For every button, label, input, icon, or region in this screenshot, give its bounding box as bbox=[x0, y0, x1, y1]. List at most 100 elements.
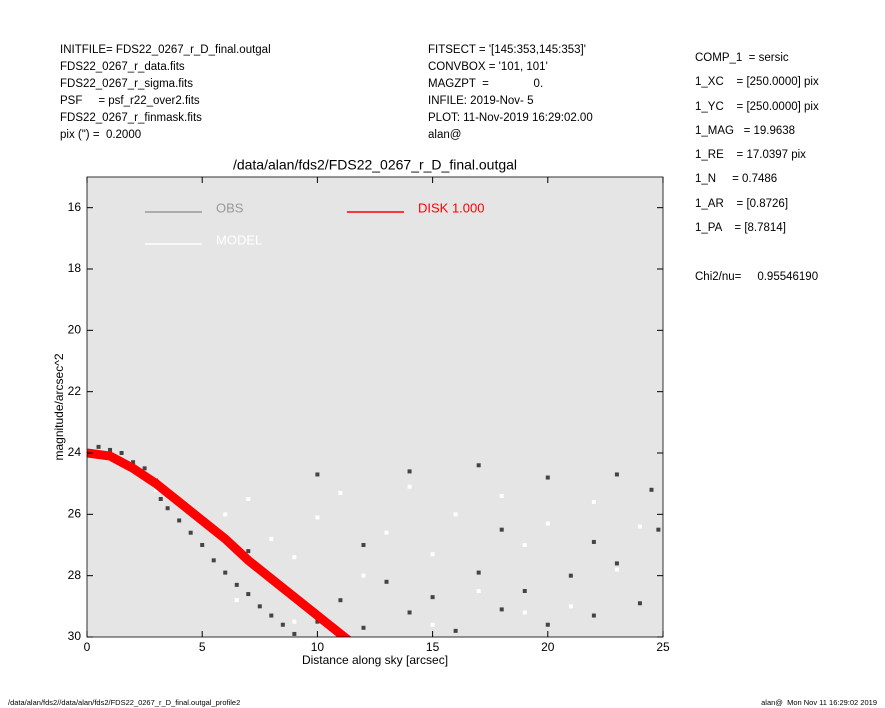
data-point bbox=[292, 619, 297, 624]
data-point bbox=[234, 582, 239, 587]
data-point bbox=[614, 567, 619, 572]
legend-label: MODEL bbox=[216, 232, 262, 247]
header-line: 1_RE = 17.0397 pix bbox=[695, 149, 806, 162]
data-point bbox=[430, 595, 435, 600]
model-line bbox=[87, 448, 352, 637]
header-line: PSF = psf_r22_over2.fits bbox=[60, 95, 200, 107]
legend-label: DISK 1.000 bbox=[418, 200, 485, 215]
footer-left: /data/alan/fds2//data/alan/fds2/FDS22_02… bbox=[8, 698, 241, 707]
data-point bbox=[158, 497, 163, 501]
data-point bbox=[200, 543, 205, 547]
data-point bbox=[476, 589, 481, 593]
data-point bbox=[292, 555, 297, 560]
data-point bbox=[361, 543, 366, 547]
data-point bbox=[142, 466, 147, 471]
data-point bbox=[154, 487, 159, 492]
data-point bbox=[499, 527, 504, 532]
data-point bbox=[453, 628, 458, 633]
data-point bbox=[568, 573, 573, 578]
header-middle: FITSECT = '[145:353,145:353]' CONVBOX = '… bbox=[428, 42, 593, 144]
data-point bbox=[407, 469, 412, 474]
header-line: FDS22_0267_r_data.fits bbox=[60, 61, 185, 73]
y-tick-label: 20 bbox=[68, 323, 82, 337]
data-point bbox=[257, 604, 262, 609]
y-tick-label: 24 bbox=[68, 445, 82, 459]
data-point bbox=[614, 561, 619, 566]
footer-right: alan@ Mon Nov 11 16:29:02 2019 bbox=[761, 698, 877, 707]
data-point bbox=[453, 512, 458, 517]
header-line: 1_YC = [250.0000] pix bbox=[695, 100, 819, 113]
data-point bbox=[522, 543, 527, 547]
data-point bbox=[407, 610, 412, 615]
data-point bbox=[269, 613, 274, 618]
y-tick-label: 26 bbox=[68, 507, 82, 521]
data-point bbox=[315, 515, 320, 520]
data-point bbox=[637, 524, 642, 529]
data-point bbox=[246, 497, 251, 501]
data-point bbox=[211, 558, 216, 563]
data-point bbox=[361, 573, 366, 578]
data-point bbox=[177, 518, 182, 523]
header-line: INITFILE= FDS22_0267_r_D_final.outgal bbox=[60, 44, 271, 56]
data-point bbox=[476, 463, 481, 468]
data-point bbox=[338, 490, 343, 495]
chart-title: /data/alan/fds2/FDS22_0267_r_D_final.out… bbox=[233, 157, 517, 173]
x-tick-label: 0 bbox=[84, 640, 91, 654]
plot-content bbox=[87, 444, 661, 637]
data-point bbox=[476, 570, 481, 575]
data-point bbox=[246, 549, 251, 554]
header-line: 1_AR = [0.8726] bbox=[695, 197, 789, 210]
header-line: COMP_1 = sersic bbox=[695, 52, 789, 64]
header-line: PLOT: 11-Nov-2019 16:29:02.00 bbox=[428, 112, 593, 124]
data-point bbox=[338, 598, 343, 603]
data-point bbox=[361, 625, 366, 630]
data-point bbox=[522, 589, 527, 593]
header-line: 1_XC = [250.0000] pix bbox=[695, 76, 819, 89]
header-line: Chi2/nu= 0.95546190 bbox=[695, 270, 819, 283]
data-point bbox=[246, 592, 251, 597]
data-point bbox=[430, 622, 435, 627]
data-point bbox=[407, 484, 412, 489]
y-tick-label: 28 bbox=[68, 568, 82, 582]
data-point bbox=[108, 447, 113, 452]
header-right: COMP_1 = sersic 1_XC = [250.0000] pix 1_YC… bbox=[695, 46, 819, 289]
data-point bbox=[545, 521, 550, 526]
plot-frame bbox=[86, 176, 664, 638]
header-line: 1_N = 0.7486 bbox=[695, 173, 778, 186]
data-point bbox=[280, 622, 285, 627]
data-point bbox=[269, 536, 274, 541]
data-point bbox=[315, 619, 320, 624]
data-point bbox=[637, 601, 642, 606]
y-tick-label: 18 bbox=[68, 261, 82, 275]
data-point bbox=[131, 460, 136, 465]
header-left: INITFILE= FDS22_0267_r_D_final.outgal FDS… bbox=[60, 42, 271, 144]
data-point bbox=[545, 622, 550, 627]
header-line: 1_PA = [8.7814] bbox=[695, 222, 786, 235]
x-tick-label: 15 bbox=[426, 640, 440, 654]
data-point bbox=[223, 512, 228, 517]
data-point bbox=[165, 506, 170, 511]
y-tick-label: 22 bbox=[68, 384, 82, 398]
x-tick-label: 20 bbox=[541, 640, 555, 654]
plot-area bbox=[87, 177, 663, 637]
header-line: 1_MAG = 19.9638 bbox=[695, 124, 796, 137]
y-tick-label: 16 bbox=[68, 200, 82, 214]
data-point bbox=[315, 472, 320, 477]
header-line: FITSECT = '[145:353,145:353]' bbox=[428, 44, 586, 56]
data-point bbox=[656, 527, 661, 532]
data-point bbox=[96, 444, 101, 449]
data-point bbox=[119, 451, 124, 455]
header-line: FDS22_0267_r_finmask.fits bbox=[60, 112, 202, 124]
header-line: FDS22_0267_r_sigma.fits bbox=[60, 78, 193, 90]
data-point bbox=[545, 475, 550, 480]
data-point bbox=[430, 552, 435, 557]
data-point bbox=[522, 610, 527, 615]
x-tick-label: 25 bbox=[656, 640, 670, 654]
header-line: CONVBOX = '101, 101' bbox=[428, 61, 548, 73]
data-point bbox=[649, 487, 654, 492]
header-line: MAGZPT = 0. bbox=[428, 78, 544, 90]
data-point bbox=[568, 604, 573, 609]
x-tick-label: 5 bbox=[199, 640, 206, 654]
y-tick-label: 30 bbox=[68, 629, 82, 643]
